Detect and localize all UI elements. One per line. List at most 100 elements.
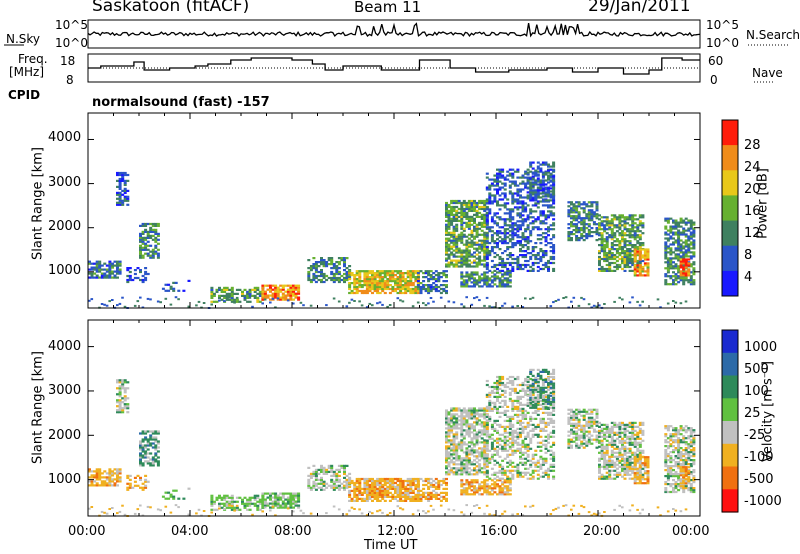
power-cell bbox=[281, 284, 285, 287]
velocity-cbtick-m100: -100 bbox=[744, 450, 774, 465]
velocity-cell bbox=[434, 481, 438, 485]
power-cell bbox=[146, 297, 150, 300]
power-cell bbox=[396, 276, 400, 279]
power-cell bbox=[541, 200, 545, 203]
velocity-cell bbox=[488, 491, 492, 494]
power-cell bbox=[490, 202, 494, 205]
power-cell bbox=[501, 265, 505, 269]
nsky-tick-top: 10^5 bbox=[55, 18, 88, 32]
power-cell bbox=[337, 278, 341, 282]
velocity-cell bbox=[93, 474, 97, 477]
power-cell bbox=[355, 285, 359, 289]
power-cell bbox=[684, 251, 688, 254]
velocity-cell bbox=[493, 483, 497, 486]
power-cell bbox=[223, 288, 227, 291]
power-cell bbox=[531, 228, 535, 231]
velocity-cell bbox=[511, 381, 515, 385]
power-cell bbox=[646, 258, 650, 261]
velocity-cell bbox=[154, 448, 158, 451]
velocity-cell bbox=[141, 456, 145, 459]
power-cell bbox=[133, 276, 137, 280]
velocity-cell bbox=[503, 493, 507, 496]
power-cell bbox=[536, 206, 540, 209]
power-cell bbox=[669, 247, 673, 250]
power-cell bbox=[552, 179, 556, 182]
velocity-cell bbox=[320, 488, 323, 491]
velocity-cell bbox=[297, 492, 301, 495]
velocity-cell bbox=[460, 479, 464, 482]
power-cell bbox=[623, 234, 627, 237]
velocity-cell bbox=[511, 441, 515, 444]
power-cell bbox=[297, 290, 301, 293]
power-cell bbox=[516, 208, 520, 211]
power-cell bbox=[467, 219, 471, 222]
power-cell bbox=[575, 217, 579, 220]
power-cell bbox=[490, 230, 494, 233]
velocity-cell bbox=[447, 445, 451, 448]
velocity-cell bbox=[445, 437, 448, 440]
power-cell bbox=[631, 234, 635, 237]
power-cell bbox=[672, 279, 675, 282]
power-cell bbox=[531, 199, 535, 202]
power-cell bbox=[465, 235, 469, 238]
velocity-cell bbox=[445, 423, 448, 426]
velocity-cell bbox=[467, 451, 471, 454]
power-cell bbox=[595, 205, 599, 208]
velocity-cell bbox=[452, 449, 456, 452]
power-cell bbox=[496, 202, 499, 205]
power-cell bbox=[320, 272, 323, 276]
velocity-cell bbox=[151, 442, 155, 445]
power-cell bbox=[572, 296, 576, 299]
power-cell bbox=[684, 258, 688, 261]
power-cell bbox=[526, 228, 530, 231]
power-cell bbox=[636, 270, 640, 273]
power-cell bbox=[485, 277, 489, 280]
velocity-cell bbox=[406, 481, 410, 485]
velocity-cell bbox=[478, 489, 482, 492]
velocity-cell bbox=[146, 460, 150, 463]
power-cell bbox=[485, 255, 489, 259]
power-cell bbox=[88, 268, 91, 271]
power-cell bbox=[253, 294, 257, 297]
power-cell bbox=[672, 241, 675, 244]
velocity-cell bbox=[116, 484, 119, 487]
power-cell bbox=[286, 290, 290, 293]
power-cell bbox=[330, 278, 334, 282]
velocity-cell bbox=[292, 494, 295, 497]
velocity-cell bbox=[409, 491, 413, 494]
power-cell bbox=[621, 259, 624, 263]
power-cell bbox=[531, 254, 535, 257]
power-cell bbox=[508, 208, 512, 211]
velocity-cell bbox=[373, 479, 377, 483]
velocity-cell bbox=[116, 409, 119, 412]
power-cell bbox=[146, 236, 150, 239]
power-cell bbox=[605, 257, 609, 261]
velocity-cell bbox=[399, 495, 403, 498]
power-cell bbox=[445, 251, 448, 254]
power-cell bbox=[445, 289, 448, 293]
power-cell bbox=[529, 222, 533, 225]
power-cell bbox=[529, 232, 533, 235]
velocity-cell bbox=[391, 495, 395, 498]
velocity-cell bbox=[401, 483, 405, 487]
power-cell bbox=[513, 257, 517, 261]
power-cell bbox=[103, 262, 107, 265]
velocity-ytick-2000: 2000 bbox=[48, 428, 82, 443]
power-cell bbox=[292, 290, 295, 293]
velocity-cell bbox=[141, 488, 145, 491]
power-cell bbox=[108, 268, 112, 271]
power-cell bbox=[427, 291, 431, 295]
power-cell bbox=[628, 269, 632, 272]
velocity-cell bbox=[462, 409, 466, 412]
velocity-cell bbox=[475, 441, 479, 444]
power-cell bbox=[623, 242, 627, 245]
velocity-cell bbox=[447, 465, 451, 468]
power-cell bbox=[598, 232, 601, 235]
power-cell bbox=[524, 196, 528, 199]
power-cell bbox=[603, 303, 606, 305]
power-cell bbox=[111, 264, 114, 267]
power-cell bbox=[674, 249, 678, 252]
power-cell bbox=[541, 173, 545, 176]
power-cell bbox=[669, 259, 673, 262]
velocity-cell bbox=[210, 500, 214, 503]
